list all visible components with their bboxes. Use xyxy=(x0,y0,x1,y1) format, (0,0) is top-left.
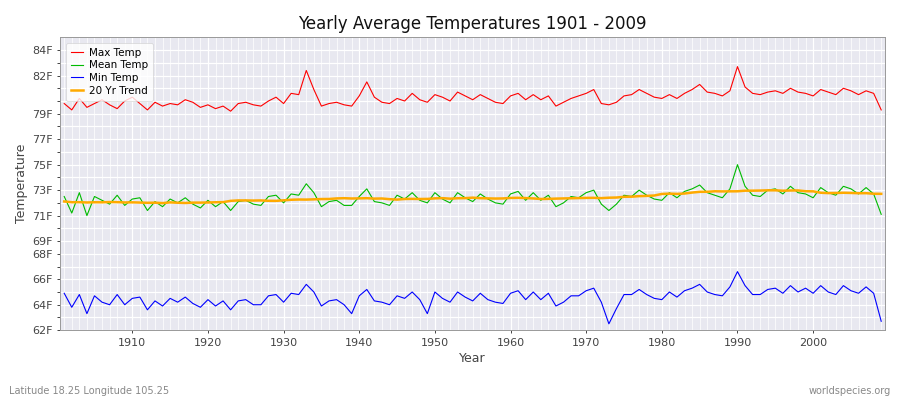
Min Temp xyxy=(498,301,508,306)
Max Temp xyxy=(505,94,516,98)
Min Temp xyxy=(732,269,742,274)
Y-axis label: Temperature: Temperature xyxy=(15,144,28,224)
Max Temp xyxy=(225,109,236,114)
Max Temp xyxy=(732,64,742,69)
Max Temp xyxy=(604,102,615,107)
Max Temp xyxy=(513,91,524,96)
Mean Temp xyxy=(732,162,742,167)
20 Yr Trend xyxy=(762,188,773,193)
Mean Temp xyxy=(127,197,138,202)
20 Yr Trend xyxy=(120,200,130,205)
Line: Min Temp: Min Temp xyxy=(64,272,881,324)
Line: Mean Temp: Mean Temp xyxy=(64,165,881,216)
20 Yr Trend xyxy=(158,201,168,206)
Max Temp xyxy=(120,98,130,103)
X-axis label: Year: Year xyxy=(459,352,486,365)
Mean Temp xyxy=(82,213,93,218)
20 Yr Trend xyxy=(604,195,615,200)
Min Temp xyxy=(120,302,130,307)
Mean Temp xyxy=(604,208,615,213)
Text: Latitude 18.25 Longitude 105.25: Latitude 18.25 Longitude 105.25 xyxy=(9,386,169,396)
Line: Max Temp: Max Temp xyxy=(64,67,881,111)
Min Temp xyxy=(58,291,69,296)
Max Temp xyxy=(58,101,69,106)
Max Temp xyxy=(293,92,304,97)
20 Yr Trend xyxy=(338,196,349,200)
20 Yr Trend xyxy=(505,196,516,200)
Min Temp xyxy=(596,300,607,304)
Min Temp xyxy=(505,291,516,296)
20 Yr Trend xyxy=(293,197,304,202)
Mean Temp xyxy=(876,212,886,217)
Mean Temp xyxy=(58,194,69,199)
Mean Temp xyxy=(513,189,524,194)
Mean Temp xyxy=(505,192,516,196)
Line: 20 Yr Trend: 20 Yr Trend xyxy=(64,190,881,203)
20 Yr Trend xyxy=(876,192,886,196)
20 Yr Trend xyxy=(58,199,69,204)
Min Temp xyxy=(286,291,297,296)
Mean Temp xyxy=(338,203,349,208)
Min Temp xyxy=(604,322,615,326)
Title: Yearly Average Temperatures 1901 - 2009: Yearly Average Temperatures 1901 - 2009 xyxy=(299,15,647,33)
Max Temp xyxy=(876,108,886,112)
Mean Temp xyxy=(293,193,304,198)
Max Temp xyxy=(338,102,349,107)
Min Temp xyxy=(331,297,342,302)
Legend: Max Temp, Mean Temp, Min Temp, 20 Yr Trend: Max Temp, Mean Temp, Min Temp, 20 Yr Tre… xyxy=(66,42,153,101)
Text: worldspecies.org: worldspecies.org xyxy=(809,386,891,396)
20 Yr Trend xyxy=(513,196,524,200)
Min Temp xyxy=(876,319,886,324)
